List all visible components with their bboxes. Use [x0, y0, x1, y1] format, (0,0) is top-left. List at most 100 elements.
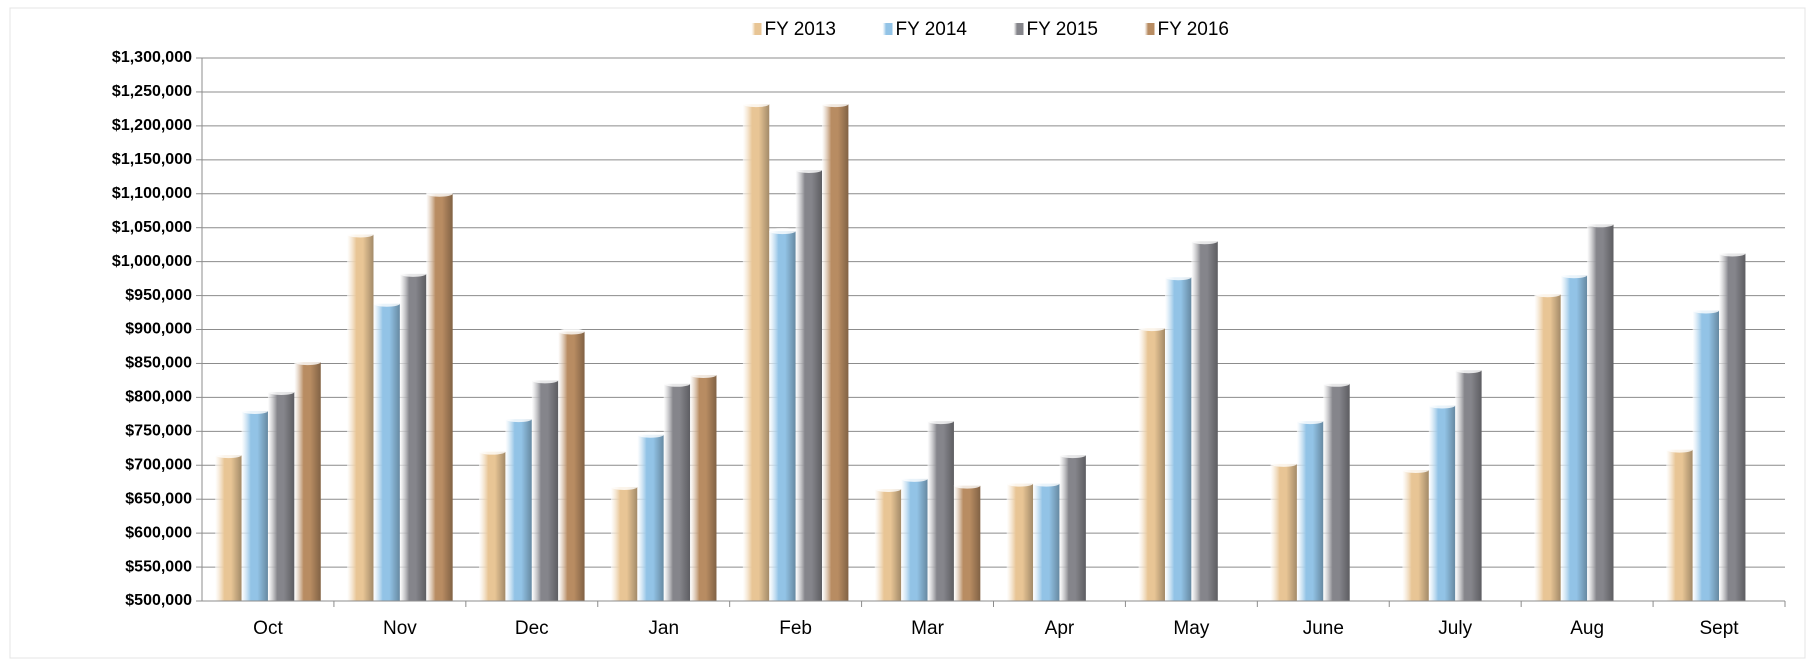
bar-shade	[795, 169, 823, 601]
bar-cap	[1402, 467, 1429, 474]
x-tick-label: July	[1438, 618, 1472, 639]
bar-cap	[1296, 418, 1324, 425]
y-tick-label: $850,000	[125, 355, 192, 372]
y-tick-label: $1,100,000	[112, 185, 192, 202]
legend-swatch	[882, 23, 893, 35]
bar-shade	[1138, 328, 1165, 601]
bar-cap	[822, 101, 849, 108]
bar-shade	[637, 434, 664, 601]
legend-label: FY 2015	[1027, 19, 1098, 40]
bar-shade	[1164, 277, 1192, 601]
x-tick-label: Mar	[911, 618, 944, 639]
y-tick-label: $1,300,000	[112, 49, 192, 66]
bar-shade	[399, 273, 427, 601]
bar-shade	[1560, 275, 1588, 601]
y-tick-label: $950,000	[125, 287, 192, 304]
legend-swatch	[1013, 23, 1024, 35]
bar-cap	[1587, 221, 1614, 228]
bar-shade	[610, 486, 638, 601]
bar-cap	[1534, 291, 1561, 298]
bar-shade	[1587, 224, 1614, 601]
bar-shade	[901, 478, 928, 601]
bar-shade	[294, 362, 321, 601]
bar-cap	[531, 377, 559, 384]
bar-cap	[1323, 380, 1350, 387]
bar-shade	[769, 231, 796, 602]
bar-shade	[1191, 241, 1218, 601]
bar-shade	[1006, 483, 1034, 601]
bar-cap	[663, 380, 691, 387]
bar-shade	[1692, 310, 1720, 601]
bar-cap	[1059, 452, 1086, 459]
x-tick-label: Jan	[648, 618, 679, 639]
bar-shade	[874, 489, 902, 601]
bar-cap	[1560, 272, 1588, 279]
bar-cap	[558, 328, 585, 335]
bar-shade	[531, 380, 559, 601]
bar-cap	[769, 228, 796, 235]
bar-cap	[373, 300, 400, 307]
x-tick-label: Sept	[1699, 618, 1739, 639]
x-tick-label: Aug	[1570, 618, 1604, 639]
bar-shade	[953, 485, 981, 601]
bar-cap	[1719, 250, 1746, 257]
bar-shade	[1455, 370, 1482, 601]
bar-cap	[690, 371, 717, 378]
bar-shade	[1270, 463, 1297, 601]
y-tick-label: $1,250,000	[112, 83, 192, 100]
legend-label: FY 2016	[1158, 19, 1229, 40]
bar-cap	[426, 190, 453, 197]
bar-shade	[927, 421, 954, 601]
bar-cap	[1191, 238, 1218, 245]
legend-label: FY 2013	[765, 19, 836, 40]
bar-cap	[1164, 274, 1192, 281]
x-tick-label: Feb	[779, 618, 812, 639]
bar-cap	[1138, 325, 1165, 332]
y-tick-label: $1,050,000	[112, 219, 192, 236]
y-tick-label: $1,000,000	[112, 253, 192, 270]
bar-shade	[1323, 383, 1350, 601]
bar-shade	[1402, 470, 1429, 601]
y-tick-label: $700,000	[125, 456, 192, 473]
bar-shade	[1534, 294, 1561, 601]
bar-cap	[294, 359, 321, 366]
bar-shade	[558, 331, 585, 601]
bar-cap	[1455, 367, 1482, 374]
bar-cap	[795, 166, 823, 173]
y-tick-label: $600,000	[125, 524, 192, 541]
bar-cap	[479, 448, 506, 455]
y-tick-label: $750,000	[125, 423, 192, 440]
bar-shade	[663, 383, 691, 601]
x-tick-label: June	[1303, 618, 1344, 639]
bar-shade	[267, 391, 295, 601]
bar-shade	[479, 451, 506, 601]
bar-cap	[241, 407, 268, 414]
bar-cap	[1270, 460, 1297, 467]
bar-shade	[1666, 449, 1693, 601]
y-tick-label: $900,000	[125, 321, 192, 338]
bar-shade	[215, 455, 242, 601]
bar-cap	[610, 483, 638, 490]
bar-cap	[1692, 307, 1720, 314]
y-tick-label: $550,000	[125, 558, 192, 575]
bar-shade	[1296, 421, 1324, 601]
bar-cap	[505, 416, 532, 423]
x-tick-label: May	[1173, 618, 1209, 639]
bar-cap	[215, 452, 242, 459]
bar-shade	[505, 419, 532, 601]
chart-frame	[9, 7, 1806, 659]
x-tick-label: Apr	[1045, 618, 1075, 639]
x-tick-label: Dec	[515, 618, 549, 639]
bar-cap	[347, 231, 374, 238]
bar-shade	[690, 374, 717, 601]
bar-shade	[241, 410, 268, 601]
bar-cap	[901, 475, 928, 482]
bar-shade	[742, 104, 770, 601]
x-tick-label: Nov	[383, 618, 417, 639]
bar-cap	[1428, 402, 1456, 409]
bar-cap	[953, 482, 981, 489]
y-tick-label: $650,000	[125, 490, 192, 507]
y-tick-label: $500,000	[125, 592, 192, 609]
bar-cap	[742, 101, 770, 108]
